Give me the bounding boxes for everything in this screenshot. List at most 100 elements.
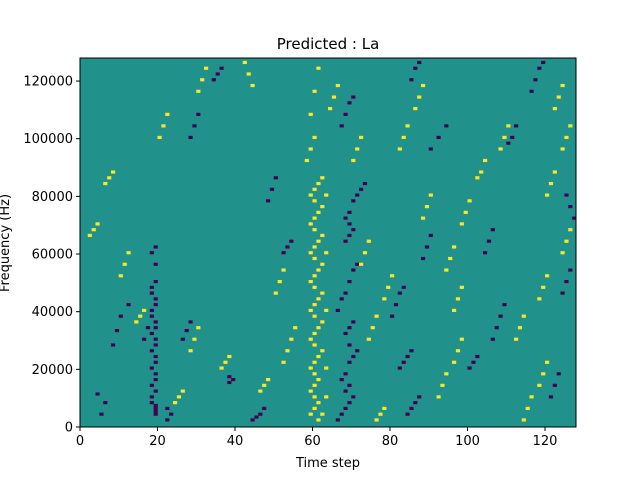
heatmap-cell-low [533,78,538,82]
heatmap-cell-low [289,239,294,243]
heatmap-cell-high [541,285,546,289]
heatmap-cell-low [467,366,472,370]
heatmap-cell-low [153,403,158,408]
heatmap-cell-high [328,107,333,111]
heatmap-cell-high [134,320,139,324]
heatmap-cell-low [393,303,399,307]
heatmap-cell-low [95,392,100,396]
heatmap-cell-high [440,383,445,387]
heatmap-cell-high [428,193,433,197]
x-tick-label: 100 [455,434,480,449]
heatmap-cell-high [421,216,426,220]
heatmap-cell-low [281,251,286,255]
heatmap-cell-low [351,95,356,99]
heatmap-cell-low [231,377,236,382]
heatmap-cell-high [498,147,503,151]
heatmap-cell-low [390,314,395,318]
heatmap-cell-high [122,262,127,266]
heatmap-cell-high [165,112,170,116]
heatmap-cell-low [568,268,573,272]
heatmap-cell-low [273,176,278,180]
heatmap-cell-high [196,326,201,330]
heatmap-cell-low [347,222,352,226]
heatmap-cell-high [320,176,325,180]
heatmap-cell-high [308,366,313,370]
heatmap-cell-high [514,337,519,341]
heatmap-cell-high [281,360,286,364]
heatmap-cell-high [545,360,550,364]
heatmap-cell-high [459,285,464,289]
heatmap-cell-high [273,291,278,295]
heatmap-cell-low [436,135,441,140]
heatmap-cell-high [382,297,387,301]
heatmap-cell-low [103,401,108,405]
heatmap-cell-low [219,66,224,70]
heatmap-cell-high [107,176,112,180]
heatmap-cell-low [153,409,158,413]
heatmap-cell-high [316,326,321,330]
heatmap-cell-low [428,147,433,151]
heatmap-cell-low [347,383,352,387]
heatmap-cell-high [374,418,379,422]
heatmap-cell-low [149,308,154,312]
heatmap-cell-low [285,245,290,249]
heatmap-cell-high [564,239,569,243]
heatmap-cell-low [424,245,430,249]
heatmap-cell-high [200,78,205,82]
heatmap-cell-low [153,262,158,266]
heatmap-cell-low [153,343,158,347]
heatmap-cell-low [409,406,414,410]
heatmap-cell-low [405,412,410,416]
heatmap-cell-low [227,375,232,379]
heatmap-cell-high [308,222,313,226]
heatmap-cell-high [312,314,317,318]
heatmap-cell-low [355,349,360,353]
heatmap-cell-high [502,135,507,140]
heatmap-cell-low [149,401,154,405]
heatmap-cell-low [111,343,116,347]
heatmap-cell-low [153,303,158,307]
heatmap-cell-high [324,193,329,197]
y-axis: 0 20000 40000 60000 80000 100000 120000 [23,75,80,436]
heatmap-cell-high [436,395,441,399]
heatmap-cell-low [153,245,158,249]
heatmap-cell-low [490,228,495,232]
heatmap-cell-high [537,383,542,387]
heatmap-cell-low [428,233,433,238]
heatmap-cell-high [227,354,232,359]
heatmap-cell-high [308,251,313,255]
heatmap-cell-high [289,337,294,341]
heatmap-cell-low [142,337,147,341]
heatmap-cell-low [118,314,123,318]
heatmap-cell-high [351,158,356,163]
heatmap-cell-low [355,193,360,197]
heatmap-cell-high [479,170,484,174]
heatmap-cell-low [343,291,348,295]
heatmap-cell-high [196,89,201,93]
heatmap-cell-high [258,389,263,393]
heatmap-cell-high [452,245,457,249]
heatmap-cell-low [339,377,344,382]
x-tick-label: 120 [533,434,558,449]
heatmap-cell-low [266,199,271,203]
heatmap-cell-high [331,95,337,99]
chart-title: Predicted : La [277,35,380,53]
heatmap-cell-low [444,124,449,128]
heatmap-cell-high [180,389,185,393]
heatmap-cell-low [506,141,511,145]
heatmap-cell-low [347,360,352,364]
heatmap-cell-low [215,72,220,76]
heatmap-cell-high [312,228,317,232]
heatmap-cell-high [316,401,321,405]
heatmap-cell-low [335,308,340,312]
heatmap-cell-low [351,354,356,359]
heatmap-cell-low [153,372,158,376]
heatmap-cell-low [145,326,151,330]
heatmap-cell-high [417,95,422,99]
heatmap-cell-low [498,314,503,318]
heatmap-cell-high [382,406,387,410]
heatmap-cell-high [316,377,321,382]
heatmap-cell-low [347,101,352,105]
heatmap-cell-high [312,303,317,307]
heatmap-cell-low [490,337,495,341]
